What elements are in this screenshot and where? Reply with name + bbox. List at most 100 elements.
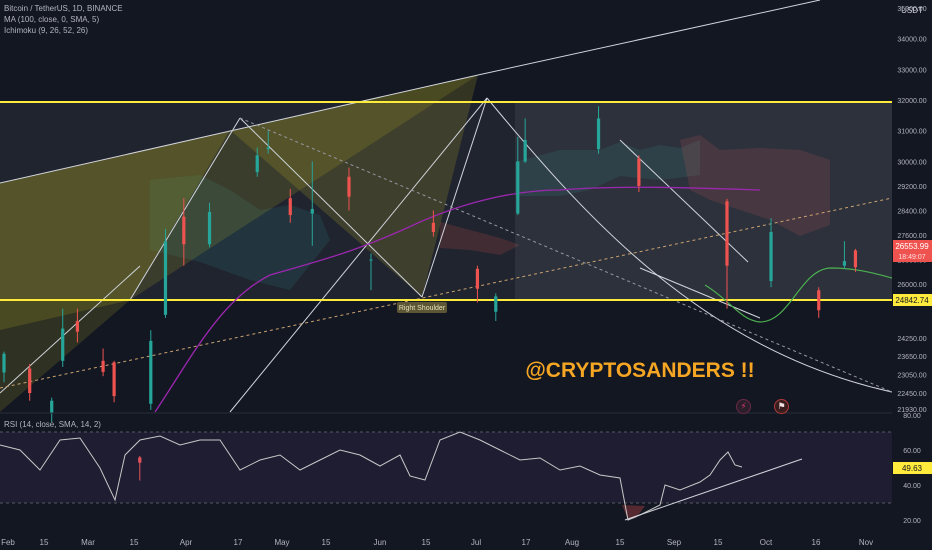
last-price-value: 26553.99 (895, 242, 929, 251)
candle-body (255, 155, 259, 173)
candles-layer (2, 106, 858, 481)
time-tick-label: 15 (130, 538, 139, 547)
flag-icon[interactable]: ⚑ (774, 399, 789, 414)
price-axis[interactable]: USDT 35000.00 34000.00 33000.00 32000.00 310… (892, 0, 932, 550)
time-tick-label: 17 (234, 538, 243, 547)
candle-body (310, 208, 314, 214)
time-tick-label: May (274, 538, 289, 547)
rsi-tick-label: 80.00 (903, 413, 921, 420)
flash-icon[interactable]: ⚡ (736, 399, 751, 414)
price-tick-label: 32000.00 (897, 98, 926, 105)
candle-body (182, 216, 186, 245)
ichimoku-lagging-line (704, 267, 893, 323)
symbol-legend[interactable]: Bitcoin / TetherUS, 1D, BINANCE (4, 4, 123, 13)
price-tick-label: 24250.00 (897, 336, 926, 343)
time-tick-label: 15 (422, 538, 431, 547)
wedge-fill-left (0, 75, 478, 412)
ichimoku-legend[interactable]: Ichimoku (9, 26, 52, 26) (4, 26, 89, 35)
time-tick-label: Apr (180, 538, 193, 547)
rsi-value: 49.63 (902, 464, 923, 473)
price-axis-unit: USDT (901, 6, 923, 15)
pattern-lines (0, 0, 893, 413)
countdown-value: 18:49:07 (898, 254, 925, 261)
candle-body (596, 118, 601, 150)
price-tick-label: 28400.00 (897, 208, 926, 215)
candle-body (75, 320, 79, 332)
time-tick-label: 15 (714, 538, 723, 547)
candle-body (2, 353, 6, 373)
rsi-legend[interactable]: RSI (14, close, SMA, 14, 2) (4, 420, 101, 429)
time-tick-label: Aug (565, 538, 579, 547)
last-price-tag: 26553.99 18:49:07 (893, 240, 932, 262)
ichimoku-cloud (150, 135, 830, 290)
candle-body (61, 328, 65, 361)
price-tick-label: 23650.00 (897, 354, 926, 361)
time-tick-label: 16 (812, 538, 821, 547)
candle-body (475, 268, 480, 289)
watermark-text: @CRYPTOSANDERS !! (525, 359, 754, 382)
candle-body (769, 231, 773, 282)
candle-body (853, 250, 858, 268)
candle-body (369, 259, 373, 261)
time-tick-label: 17 (522, 538, 531, 547)
price-tick-label: 23050.00 (897, 373, 926, 380)
candle-body (431, 222, 435, 232)
ma-legend[interactable]: MA (100, close, 0, SMA, 5) (4, 15, 100, 24)
candle-body (163, 241, 168, 315)
time-tick-label: 15 (616, 538, 625, 547)
rsi-tick-label: 40.00 (903, 483, 921, 490)
candle-body (494, 296, 498, 312)
candle-body (112, 362, 116, 397)
candle-body (266, 147, 270, 150)
time-tick-label: 15 (40, 538, 49, 547)
rsi-tick-label: 20.00 (903, 518, 921, 525)
time-tick-label: Oct (760, 538, 773, 547)
time-tick-label: Nov (859, 538, 873, 547)
price-tick-label: 30000.00 (897, 159, 926, 166)
candle-body (101, 360, 105, 372)
candle-body (149, 340, 153, 404)
candle-body (288, 198, 292, 216)
right-shoulder-label: Right Shoulder (399, 305, 446, 312)
ma-line (154, 186, 761, 413)
time-tick-label: 15 (322, 538, 331, 547)
price-tick-label: 29200.00 (897, 184, 926, 191)
price-tick-label: 31000.00 (897, 129, 926, 136)
price-tick-label: 34000.00 (897, 37, 926, 44)
range-box (0, 103, 892, 299)
price-tick-label: 26000.00 (897, 282, 926, 289)
candle-body (50, 400, 54, 413)
range-box-right (515, 103, 892, 299)
level-price-tag: 24842.74 (893, 294, 932, 306)
right-shoulder-tag: Right Shoulder (397, 302, 447, 313)
candle-body (516, 161, 520, 214)
wedge-fill (0, 75, 478, 330)
candle-body (817, 290, 821, 311)
rsi-value-tag: 49.63 (893, 462, 932, 474)
price-tick-label: 21930.00 (897, 407, 926, 414)
price-tick-label: 35000.00 (897, 6, 926, 13)
dashed-lines (0, 117, 893, 393)
price-tick-label: 27600.00 (897, 233, 926, 240)
time-axis[interactable]: Feb 15 Mar 15 Apr 17 May 15 Jun 15 Jul 17 Aug 15 Sep 15… (1, 538, 873, 547)
candle-body (842, 261, 847, 266)
time-tick-label: Jun (374, 538, 387, 547)
rsi-pane (0, 431, 892, 521)
candle-body (523, 139, 527, 162)
time-tick-label: Jul (471, 538, 481, 547)
price-tick-label: 33000.00 (897, 67, 926, 74)
price-tick-label: 22450.00 (897, 391, 926, 398)
candle-body (138, 457, 142, 463)
candle-body (347, 176, 351, 197)
rsi-band (0, 432, 892, 503)
candle-body (637, 158, 641, 186)
candle-body (725, 201, 729, 266)
candle-body (28, 368, 32, 394)
rsi-trendline (624, 458, 803, 521)
time-tick-label: Sep (667, 538, 682, 547)
rsi-line (0, 431, 743, 521)
rsi-tick-label: 60.00 (903, 448, 921, 455)
level-price-value: 24842.74 (895, 296, 929, 305)
